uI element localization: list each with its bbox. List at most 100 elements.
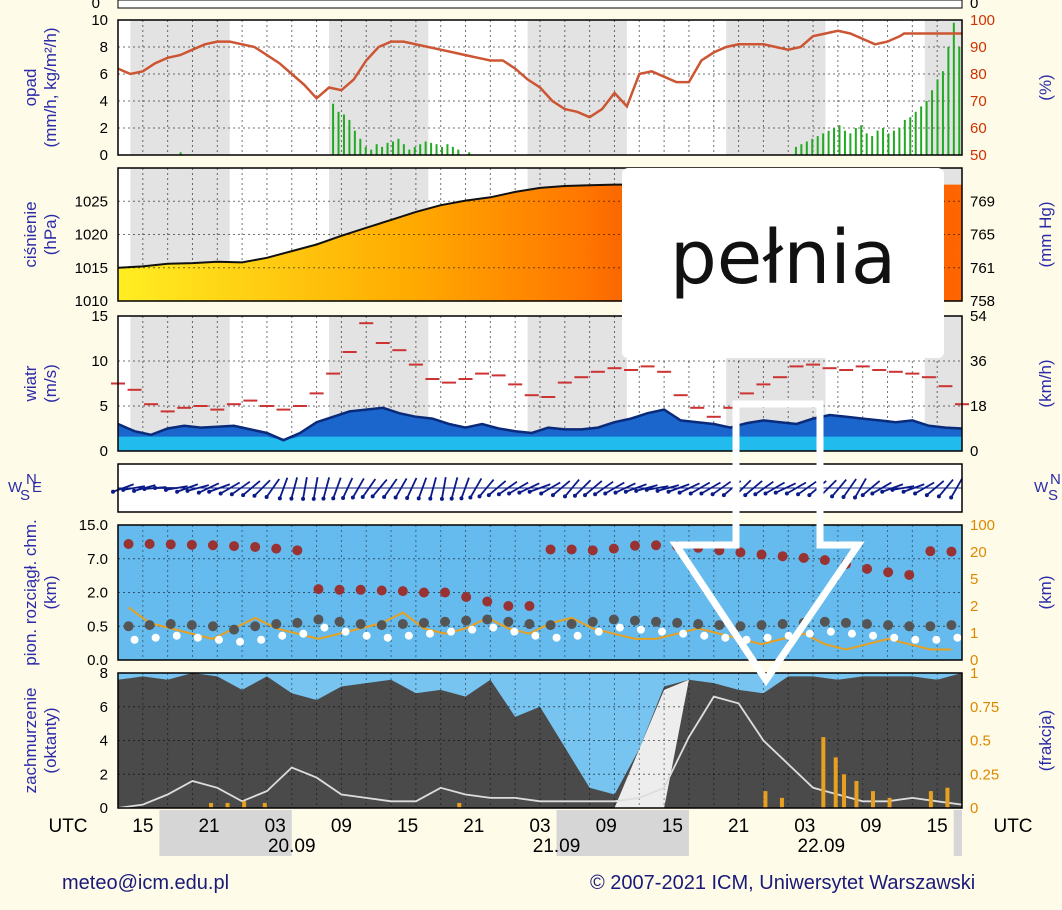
wind-arrow-head [477, 494, 482, 499]
wind-arrow [574, 479, 592, 497]
wind-arrow [712, 480, 732, 496]
utc-label-right: UTC [993, 816, 1032, 837]
date-label: 21.09 [533, 836, 581, 857]
annotation-callout: pełnia [622, 168, 944, 358]
compass-s-right: S [1048, 487, 1058, 504]
ylabel-line: zachmurzenie [21, 688, 40, 794]
axis-night-band [556, 810, 689, 856]
wind-arrow [594, 480, 614, 496]
cloud-base-dot [840, 617, 851, 628]
wind-arrow-head [459, 496, 464, 501]
wind-arrow [417, 477, 428, 499]
wind-arrow [508, 481, 529, 495]
y-tick-label: 80 [970, 66, 987, 83]
wind-arrow-head [111, 489, 116, 494]
y-tick-label: 0 [100, 443, 108, 460]
wind-arrow-head [517, 490, 522, 495]
wind-arrow [871, 481, 892, 495]
fraction-bar [242, 801, 247, 808]
fraction-bar [779, 797, 784, 808]
panel-cover-border [117, 672, 963, 809]
wind-arrow-head [924, 493, 929, 498]
callout-text: pełnia [669, 215, 897, 301]
y-tick-label: 1 [970, 665, 978, 682]
wind-arrow-head [860, 493, 865, 498]
wind-arrow-head [634, 488, 639, 493]
axis-night-band [953, 810, 962, 856]
hour-tick-label: 03 [529, 816, 550, 837]
wind-arrow-head [527, 489, 532, 494]
wind-arrow-head [582, 493, 587, 498]
wind-arrow [394, 478, 408, 498]
footer-email[interactable]: meteo@icm.edu.pl [62, 872, 230, 894]
wind-arrow-head [142, 486, 147, 491]
panel-pressure-border [117, 167, 963, 302]
fraction-bar [945, 787, 950, 808]
y-tick-label: 60 [970, 120, 987, 137]
wind-arrow-head [175, 489, 180, 494]
cloud-lowest-dot [447, 627, 456, 636]
wind-arrow-head [218, 491, 223, 496]
y-tick-label: 20 [970, 544, 987, 561]
compass-s: S [20, 487, 30, 504]
cloud-lowest-dot [826, 627, 835, 636]
y-tick-label: 54 [970, 308, 987, 325]
cloud-base-dot [271, 619, 282, 629]
wind-arrow-head [121, 487, 126, 492]
wind-arrow-head [773, 490, 778, 495]
ylabel-line: opad [21, 69, 40, 107]
wind-arrow [765, 481, 786, 495]
y-tick-label: 0.25 [970, 766, 999, 783]
y-tick-label: 2 [100, 766, 108, 783]
ylabel-right: (frakcja) [1036, 710, 1055, 771]
ylabel-line: (km) [1036, 576, 1055, 610]
wind-arrow-head [360, 495, 365, 500]
cloud-lowest-dot [615, 623, 624, 632]
wind-arrow-head [870, 491, 875, 496]
wind-arrow-head [753, 492, 758, 497]
wind-arrow-head [428, 496, 433, 501]
cloud-base-dot [292, 617, 303, 628]
cloud-base-dot [123, 621, 134, 632]
hour-tick-label: 09 [860, 816, 881, 837]
wind-arrow [668, 483, 690, 493]
cloud-base-dot [883, 620, 894, 631]
cloud-base-dot [440, 616, 451, 627]
wind-arrow-head [196, 490, 201, 495]
cloud-base-dot [946, 620, 957, 631]
wind-arrow [332, 477, 342, 499]
cloud-base-dot [545, 620, 556, 631]
wind-arrow-head [264, 495, 269, 500]
cloud-lowest-dot [151, 633, 160, 642]
cloud-top-dot [250, 541, 261, 552]
wind-arrow [786, 481, 807, 495]
ylabel-line: pion. rozciągł. chm. [21, 519, 40, 665]
wind-arrow-head [132, 488, 137, 493]
wind-arrow-head [185, 488, 190, 493]
cloud-lowest-dot [890, 633, 899, 642]
night-band [527, 20, 627, 155]
ylabel-line: wiatr [21, 365, 40, 402]
wind-arrow-head [721, 493, 726, 498]
cloud-top-dot [144, 538, 155, 549]
cloud-base-dot [862, 619, 873, 629]
cloud-top-dot [545, 544, 556, 555]
cloud-base-dot [904, 621, 915, 632]
cloud-base-dot [629, 615, 640, 626]
ylabel-line: (m/s) [41, 364, 60, 403]
y-tick-label: 15.0 [79, 517, 108, 534]
wind-arrow [488, 480, 507, 496]
hour-tick-label: 21 [463, 816, 484, 837]
wind-arrow-head [830, 494, 835, 499]
wind-arrow [371, 478, 388, 498]
fraction-bar [870, 791, 875, 808]
wind-arrow [187, 484, 209, 492]
pressure-line [117, 183, 640, 269]
wind-arrow-head [677, 490, 682, 495]
wind-arrow [754, 480, 774, 496]
cloud-top-dot [165, 539, 176, 550]
wind-arrow-head [252, 493, 257, 498]
y-tick-label: 90 [970, 39, 987, 56]
y-tick-label: 8 [100, 39, 108, 56]
